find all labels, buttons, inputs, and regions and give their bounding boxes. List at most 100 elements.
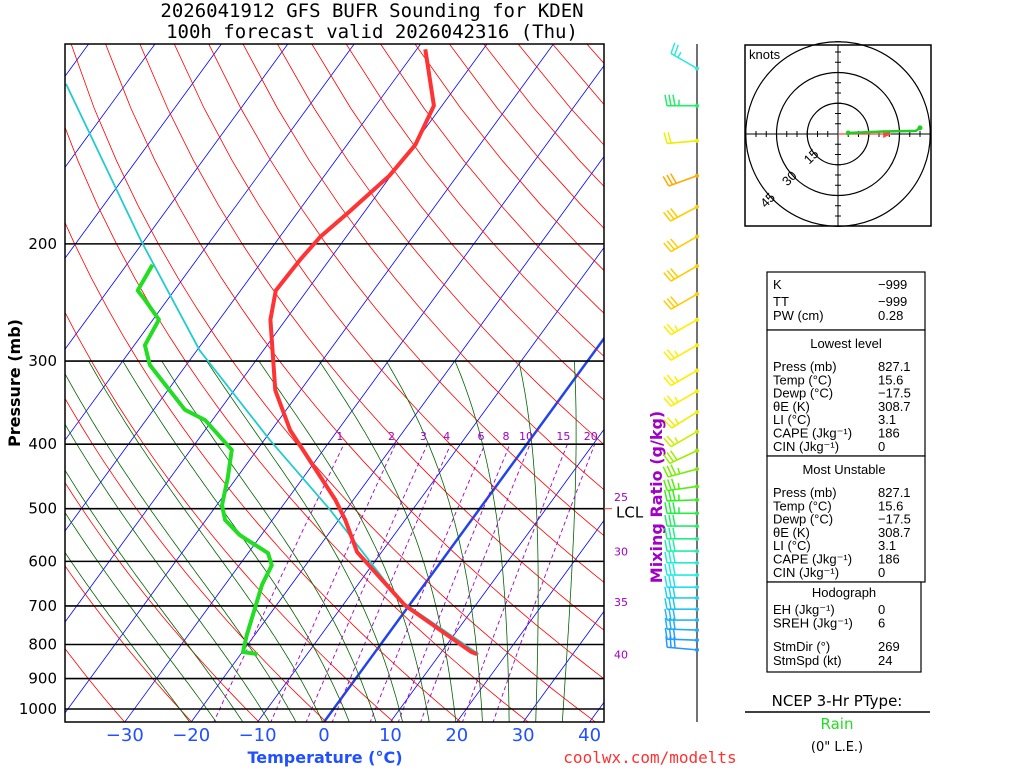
wind-barb-flag [672,618,676,630]
stat-label: Temp (°C) [773,498,832,513]
wind-barb [664,576,699,590]
wind-barb-flag [672,598,676,610]
wind-barb-flag [667,479,672,491]
mixing-ratio-label: 10 [519,430,533,443]
wind-barb-flag [663,419,673,429]
stat-label: Temp (°C) [773,372,832,387]
wind-barb [663,317,699,336]
wind-barb-flag [663,479,669,491]
zero-isotherm [322,336,604,722]
wind-barb-station [695,647,699,652]
stat-label: θE (K) [773,525,810,540]
moist-adiabat [454,360,510,722]
wind-barb-station [695,585,699,590]
stat-value: 0 [878,602,885,617]
wind-barb-station [695,618,699,623]
wind-barb-flag [664,576,668,588]
wind-barb-half-flag [677,51,682,58]
wind-barb-flag [663,397,672,407]
wind-barb [663,343,699,361]
ptype-panel: NCEP 3-Hr PType: Rain (0" L.E.) [745,692,930,755]
stat-value: −999 [878,277,907,292]
wind-barb-flag [662,175,670,187]
wind-barb-station [695,524,699,529]
wind-barb-flag [663,242,672,253]
isotherm [65,44,289,350]
x-tick-label: −10 [239,725,277,746]
wind-barb-station [695,234,699,239]
wind-barb-flag [668,527,672,539]
wind-barb [664,598,699,612]
right-scale-label: 40 [614,648,628,661]
mixing-ratio-line [369,444,486,722]
isotherm [65,44,355,441]
dry-adiabat [105,44,604,680]
wind-barb-flag [664,586,668,599]
lcl-label: LCL [616,504,644,522]
stat-label: Dewp (°C) [773,512,833,527]
wind-barb-flag [668,502,672,514]
wind-barb-flag [662,466,669,478]
stat-value: 269 [878,639,900,654]
wind-barb-station [695,204,699,209]
dry-adiabat [65,565,193,722]
stat-label: TT [773,294,789,309]
wind-barb-flag [672,94,676,106]
stat-value: 15.6 [878,372,903,387]
y-tick-label: 800 [28,636,57,654]
wind-barb-station [695,573,699,578]
wind-barb-flag [665,636,668,648]
wind-barb-flag [670,268,679,278]
wind-barb-flag [666,349,676,359]
wind-barb-station [695,484,699,489]
wind-barb-flag [664,502,668,514]
stat-label: StmDir (°) [773,639,830,654]
stat-value: 186 [878,426,900,441]
stat-label: θE (K) [773,399,810,414]
wind-barb-station [695,595,699,600]
wind-barb-station [695,497,699,502]
wind-barb [664,563,699,578]
stat-label: LI (°C) [773,412,811,427]
wind-barb-staff [666,638,698,641]
wind-barb-staff [668,174,698,187]
isotherm [456,519,604,722]
wind-barb-flag [668,539,672,552]
wind-barb-station [695,103,699,108]
y-tick-label: 600 [28,552,57,570]
wind-barb-flag [670,478,676,490]
wind-barb-flag [670,464,677,476]
wind-barb-flag [668,598,672,610]
dry-adiabat [65,311,395,722]
stat-label: Dewp (°C) [773,386,833,401]
wind-barb-station [695,638,699,643]
isotherm [257,246,604,722]
wind-barb-staff [670,390,698,407]
x-tick-label: 0 [318,725,329,746]
wind-barb-flag [672,551,676,563]
wind-barb [664,514,699,529]
mixing-ratio-label: 6 [477,430,484,443]
stat-value: −17.5 [878,386,911,401]
moist-adiabat [65,551,191,722]
y-tick-label: 500 [28,500,57,518]
dry-adiabat [65,481,260,722]
wind-barb-flag [663,272,672,282]
stat-label: SREH (Jkg⁻¹) [773,615,853,630]
wind-barb-half-flag [674,375,679,382]
dry-adiabat [345,44,604,357]
wind-barb [663,234,699,253]
stat-label: PW (cm) [773,308,824,323]
dry-adiabat [311,44,604,401]
hodograph-trace-endpoint [917,125,923,131]
wind-barb-flag [672,586,676,599]
wind-barb-staff [670,52,698,70]
wind-barb-flag [668,608,672,621]
credit-link[interactable]: coolwx.com/modelts [563,748,736,767]
wind-barb-flag [666,270,676,280]
stat-value: 827.1 [878,485,911,500]
wind-barb-flag [666,395,676,405]
wind-barb-flag [672,563,676,576]
stat-label: EH (Jkg⁻¹) [773,602,835,617]
